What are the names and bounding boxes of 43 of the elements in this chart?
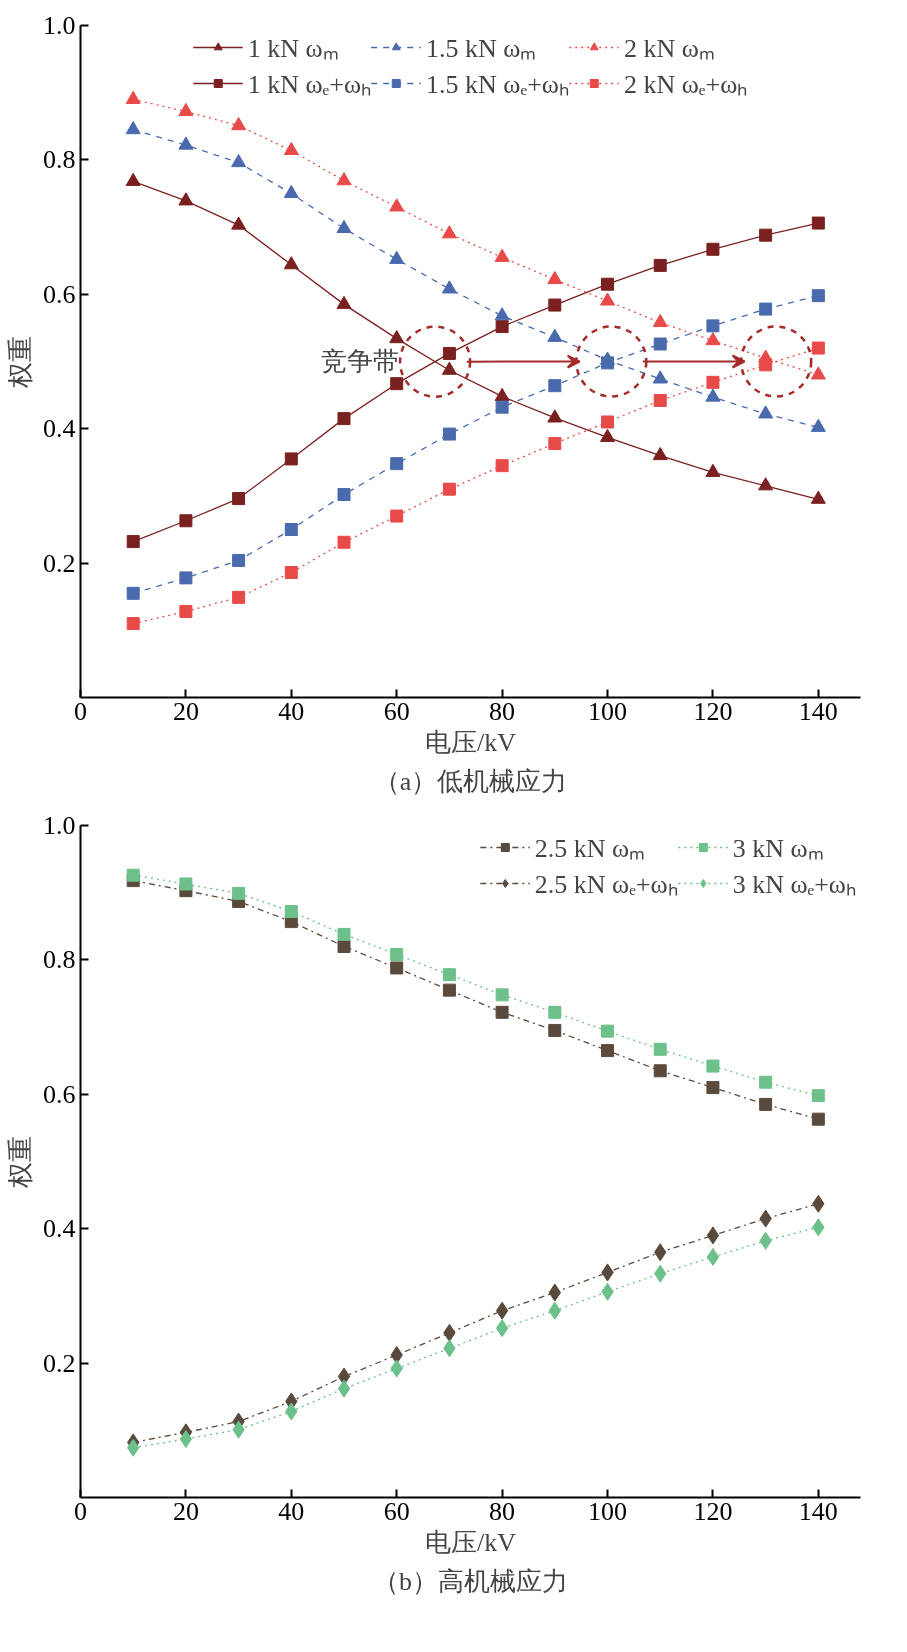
x-axis-title: 电压/kV [425, 1527, 517, 1557]
x-tick-label: 140 [798, 1496, 838, 1526]
x-tick-label: 40 [278, 1496, 305, 1526]
legend-label: 3 kN ωₑ+ωₕ [732, 869, 856, 901]
x-tick-label: 100 [588, 696, 628, 726]
x-tick-label: 60 [383, 696, 410, 726]
x-tick-label: 120 [693, 1496, 733, 1526]
legend-label: 2 kN ωₑ+ωₕ [623, 69, 748, 101]
x-tick-label: 80 [489, 1496, 516, 1526]
text: （a）低机械应力 [373, 766, 568, 796]
y-tick-label: 1.0 [43, 11, 76, 40]
legend-label: 2.5 kN ωₑ+ωₕ [534, 869, 678, 901]
legend-label: 1.5 kN ωₑ+ωₕ [426, 69, 569, 101]
x-tick-label: 0 [74, 1496, 87, 1526]
legend-label: 1.5 kN ωₘ [426, 33, 537, 65]
x-tick-label: 80 [489, 696, 516, 726]
x-tick-label: 60 [383, 1496, 410, 1526]
x-tick-label: 20 [172, 696, 199, 726]
y-axis-title: 权重 [6, 335, 35, 389]
annotation: 竞争带 [320, 347, 399, 376]
y-tick-label: 0.2 [43, 1348, 76, 1378]
y-tick-label: 0.4 [43, 414, 76, 444]
x-tick-label: 100 [588, 1496, 628, 1526]
x-tick-label: 140 [798, 696, 838, 726]
y-tick-label: 0.4 [43, 1214, 76, 1244]
y-tick-label: 1.0 [43, 811, 76, 840]
legend-label: 2 kN ωₘ [623, 33, 715, 65]
legend-label: 2.5 kN ωₘ [534, 833, 646, 865]
y-tick-label: 0.6 [43, 1079, 76, 1109]
y-tick-label: 0.8 [43, 945, 76, 975]
x-tick-label: 120 [693, 696, 733, 726]
legend-label: 1 kN ωₑ+ωₕ [247, 69, 372, 101]
x-tick-label: 20 [172, 1496, 199, 1526]
y-tick-label: 0.6 [43, 279, 76, 309]
x-tick-label: 40 [278, 696, 305, 726]
legend-label: 1 kN ωₘ [247, 33, 339, 65]
x-tick-label: 0 [74, 696, 87, 726]
legend-label: 3 kN ωₘ [732, 833, 824, 865]
y-tick-label: 0.8 [43, 145, 76, 175]
x-axis-title: 电压/kV [425, 727, 517, 757]
text: （b）高机械应力 [373, 1566, 568, 1596]
y-tick-label: 0.2 [43, 548, 76, 578]
y-axis-title: 权重 [6, 1135, 35, 1189]
